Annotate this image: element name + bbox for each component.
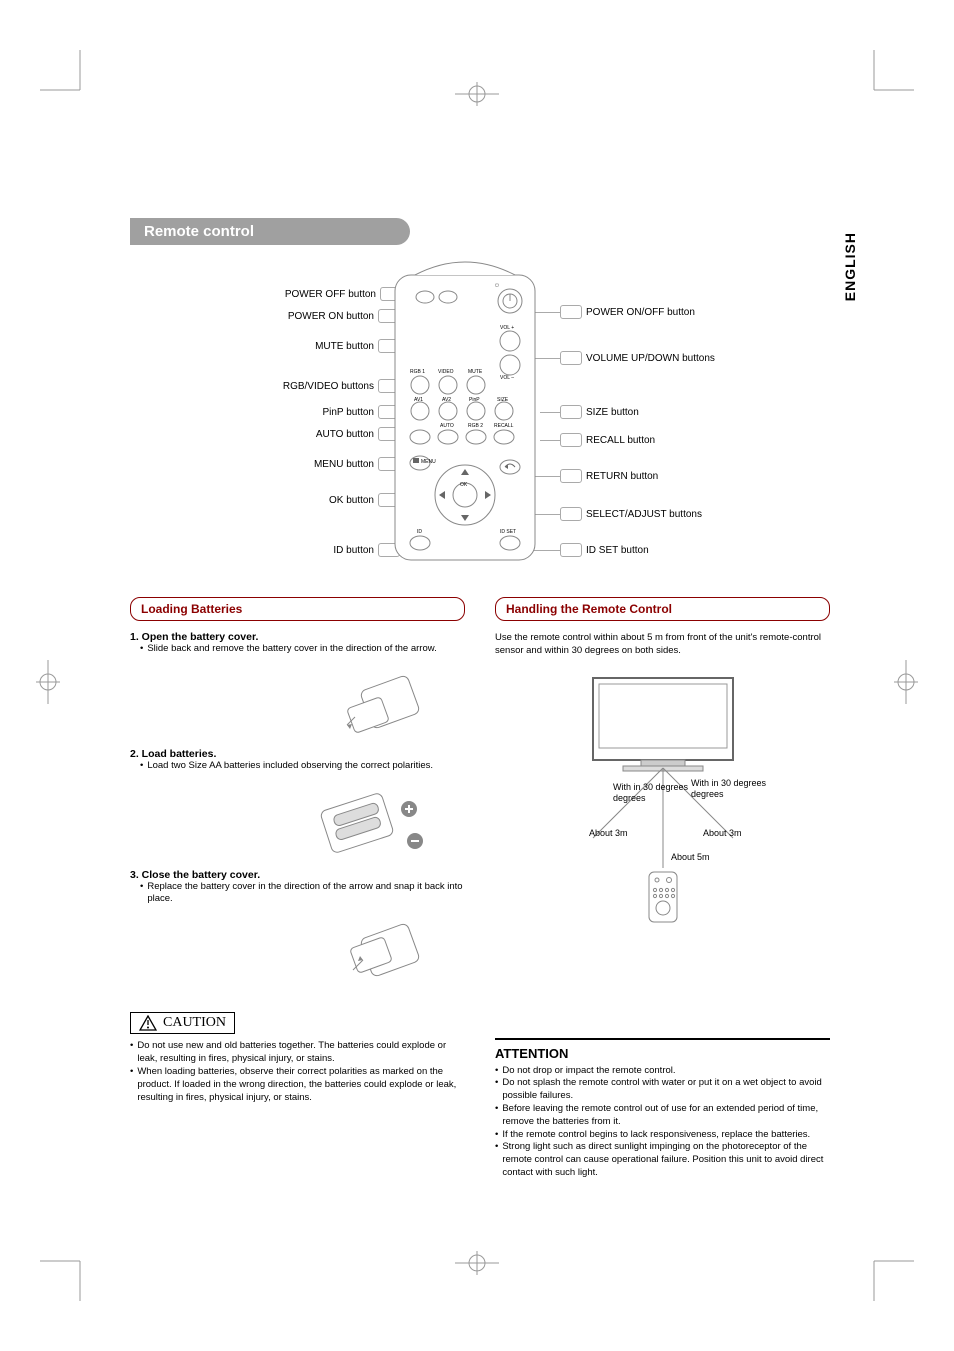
callout-label: SELECT/ADJUST buttons bbox=[586, 509, 702, 520]
svg-text:ID: ID bbox=[417, 529, 422, 535]
handling-intro: Use the remote control within about 5 m … bbox=[495, 631, 830, 658]
callout-label: AUTO button bbox=[316, 429, 374, 440]
loading-batteries-section: Loading Batteries 1. Open the battery co… bbox=[130, 597, 465, 1180]
svg-text:RECALL: RECALL bbox=[494, 423, 514, 429]
svg-text:About 5m: About 5m bbox=[671, 852, 710, 862]
warning-icon bbox=[139, 1015, 157, 1031]
callout-icon bbox=[560, 469, 582, 483]
callout-icon bbox=[560, 351, 582, 365]
page-content: Remote control POWER OFF button POWER ON… bbox=[130, 218, 830, 1180]
callout-label: MENU button bbox=[314, 459, 374, 470]
callout-label: OK button bbox=[329, 495, 374, 506]
caution-badge: CAUTION bbox=[130, 1012, 235, 1034]
svg-text:MUTE: MUTE bbox=[468, 369, 483, 375]
svg-text:ID SET: ID SET bbox=[500, 529, 516, 535]
svg-text:OK: OK bbox=[460, 482, 468, 488]
callout-icon bbox=[560, 405, 582, 419]
callout-icon bbox=[560, 543, 582, 557]
svg-text:SIZE: SIZE bbox=[497, 397, 509, 403]
callout-label: SIZE button bbox=[586, 407, 639, 418]
svg-text:With in 30 degrees: With in 30 degrees bbox=[691, 778, 767, 788]
svg-text:VOL +: VOL + bbox=[500, 325, 514, 331]
subsection-header: Loading Batteries bbox=[130, 597, 465, 621]
svg-text:About 3m: About 3m bbox=[589, 828, 628, 838]
svg-text:⏻: ⏻ bbox=[495, 283, 499, 289]
range-diagram: With in 30 degrees degrees With in 30 de… bbox=[495, 668, 830, 928]
svg-text:With in 30 degrees: With in 30 degrees bbox=[613, 782, 689, 792]
subsection-header: Handling the Remote Control bbox=[495, 597, 830, 621]
callout-label: ID button bbox=[333, 545, 374, 556]
step-text: Slide back and remove the battery cover … bbox=[140, 643, 465, 656]
attention-item: If the remote control begins to lack res… bbox=[502, 1129, 810, 1142]
svg-text:VOL –: VOL – bbox=[500, 375, 514, 381]
language-tab: ENGLISH bbox=[842, 232, 858, 301]
callout-label: RGB/VIDEO buttons bbox=[283, 381, 374, 392]
svg-text:MENU: MENU bbox=[421, 459, 436, 465]
svg-text:PinP: PinP bbox=[469, 397, 480, 403]
callout-icon bbox=[560, 305, 582, 319]
caution-label: CAUTION bbox=[163, 1015, 226, 1031]
callout-label: VOLUME UP/DOWN buttons bbox=[586, 353, 715, 364]
callout-label: ID SET button bbox=[586, 545, 649, 556]
svg-text:RGB 1: RGB 1 bbox=[410, 369, 425, 375]
svg-text:AUTO: AUTO bbox=[440, 423, 454, 429]
step-text: Replace the battery cover in the directi… bbox=[140, 881, 465, 907]
attention-item: Do not drop or impact the remote control… bbox=[502, 1065, 675, 1078]
caution-list: Do not use new and old batteries togethe… bbox=[130, 1040, 465, 1104]
svg-text:AV2: AV2 bbox=[442, 397, 451, 403]
caution-item: Do not use new and old batteries togethe… bbox=[137, 1040, 465, 1066]
step-illustration bbox=[130, 662, 435, 738]
attention-item: Before leaving the remote control out of… bbox=[502, 1103, 830, 1129]
step-text: Load two Size AA batteries included obse… bbox=[140, 760, 465, 773]
attention-section: ATTENTION Do not drop or impact the remo… bbox=[495, 1038, 830, 1180]
callout-label: POWER ON/OFF button bbox=[586, 307, 695, 318]
step-illustration bbox=[130, 779, 435, 859]
callout-label: POWER ON button bbox=[288, 311, 374, 322]
svg-text:About 3m: About 3m bbox=[703, 828, 742, 838]
step-title: 2. Load batteries. bbox=[130, 748, 465, 760]
step-illustration bbox=[130, 912, 435, 988]
svg-text:AV1: AV1 bbox=[414, 397, 423, 403]
callout-label: RETURN button bbox=[586, 471, 658, 482]
attention-title: ATTENTION bbox=[495, 1046, 830, 1061]
handling-remote-section: Handling the Remote Control Use the remo… bbox=[495, 597, 830, 1180]
step-title: 3. Close the battery cover. bbox=[130, 869, 465, 881]
section-title: Remote control bbox=[130, 218, 410, 245]
attention-item: Do not splash the remote control with wa… bbox=[502, 1077, 830, 1103]
callout-icon bbox=[560, 433, 582, 447]
callout-label: RECALL button bbox=[586, 435, 655, 446]
callout-label: PinP button bbox=[322, 407, 374, 418]
svg-text:degrees: degrees bbox=[691, 789, 724, 799]
svg-text:degrees: degrees bbox=[613, 793, 646, 803]
svg-text:RGB 2: RGB 2 bbox=[468, 423, 483, 429]
remote-illustration: ⏻ VOL + VOL – RGB 1 VIDEO MUTE AV1 AV2 P… bbox=[390, 255, 540, 565]
remote-diagram: POWER OFF button POWER ON button MUTE bu… bbox=[130, 255, 830, 575]
attention-item: Strong light such as direct sunlight imp… bbox=[502, 1141, 830, 1179]
callout-label: POWER OFF button bbox=[285, 289, 376, 300]
step-title: 1. Open the battery cover. bbox=[130, 631, 465, 643]
callout-label: MUTE button bbox=[315, 341, 374, 352]
caution-item: When loading batteries, observe their co… bbox=[137, 1066, 465, 1104]
callout-icon bbox=[560, 507, 582, 521]
svg-text:VIDEO: VIDEO bbox=[438, 369, 454, 375]
